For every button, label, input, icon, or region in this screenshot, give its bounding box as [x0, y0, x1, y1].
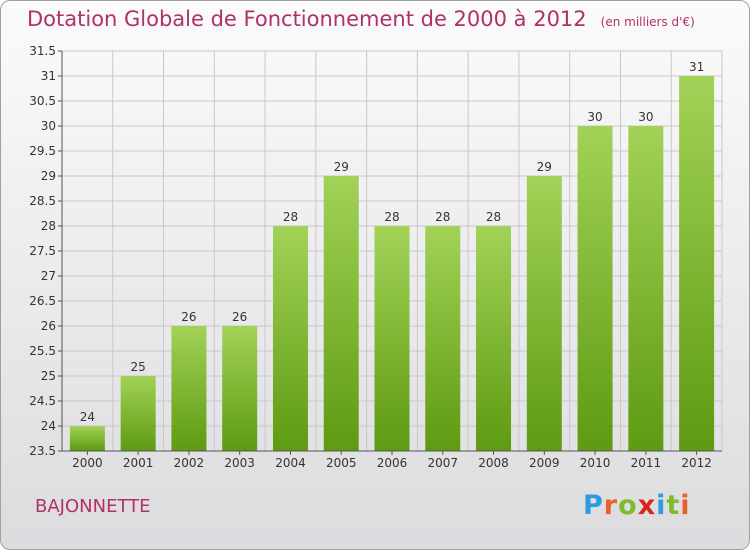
bar-2006	[374, 226, 410, 451]
chart-title: Dotation Globale de Fonctionnement de 20…	[27, 7, 695, 31]
logo-letter: r	[603, 490, 619, 521]
logo-letter: t	[666, 490, 681, 521]
y-tick-label: 24.5	[29, 394, 56, 408]
x-tick-label: 2007	[427, 456, 458, 470]
bar-2003	[222, 326, 258, 451]
y-tick-label: 28.5	[29, 194, 56, 208]
data-label: 30	[587, 110, 602, 124]
data-label: 26	[232, 310, 247, 324]
x-tick-label: 2003	[224, 456, 255, 470]
y-tick-label: 30.5	[29, 94, 56, 108]
data-label: 28	[283, 210, 298, 224]
bar-2010	[577, 126, 613, 451]
bar-2002	[171, 326, 207, 451]
x-tick-label: 2005	[326, 456, 357, 470]
x-tick-label: 2000	[72, 456, 103, 470]
unit-note: (en milliers d'€)	[600, 15, 695, 29]
y-tick-label: 27	[41, 269, 56, 283]
data-label: 29	[334, 160, 349, 174]
y-tick-label: 28	[41, 219, 56, 233]
x-tick-label: 2006	[377, 456, 408, 470]
data-label: 28	[486, 210, 501, 224]
commune-name: BAJONNETTE	[35, 496, 151, 517]
y-tick-label: 25	[41, 369, 56, 383]
data-label: 25	[131, 360, 146, 374]
bar-2005	[323, 176, 359, 451]
y-tick-label: 29.5	[29, 144, 56, 158]
y-tick-label: 27.5	[29, 244, 56, 258]
y-tick-label: 24	[41, 419, 56, 433]
y-tick-label: 23.5	[29, 444, 56, 458]
bar-2008	[476, 226, 512, 451]
data-label: 30	[638, 110, 653, 124]
data-label: 24	[80, 410, 95, 424]
x-tick-label: 2002	[174, 456, 205, 470]
y-tick-label: 26.5	[29, 294, 56, 308]
x-tick-label: 2010	[580, 456, 611, 470]
bar-2004	[272, 226, 308, 451]
bar-2000	[69, 426, 105, 451]
y-tick-label: 31	[41, 69, 56, 83]
logo-letter: i	[656, 490, 667, 521]
logo-letter: P	[583, 490, 604, 521]
title-text: Dotation Globale de Fonctionnement de 20…	[27, 7, 587, 31]
bar-2001	[120, 376, 156, 451]
data-label: 28	[384, 210, 399, 224]
bars	[69, 76, 715, 451]
bar-2011	[628, 126, 664, 451]
y-tick-label: 30	[41, 119, 56, 133]
proxiti-logo: Proxiti	[583, 490, 691, 521]
x-tick-label: 2004	[275, 456, 306, 470]
data-label: 31	[689, 60, 704, 74]
bar-2007	[425, 226, 461, 451]
data-label: 29	[537, 160, 552, 174]
y-tick-label: 25.5	[29, 344, 56, 358]
axes: 23.5 24 24.5 25 25.5 26 26.5 27 27.5 28 28.5 29 29.5…	[29, 44, 722, 470]
logo-letter: o	[618, 490, 638, 521]
y-tick-label: 26	[41, 319, 56, 333]
x-tick-label: 2008	[478, 456, 509, 470]
x-tick-label: 2012	[681, 456, 712, 470]
data-label: 26	[181, 310, 196, 324]
x-tick-label: 2001	[123, 456, 154, 470]
y-tick-label: 29	[41, 169, 56, 183]
logo-letter: i	[680, 490, 691, 521]
logo-letter: x	[637, 490, 657, 521]
bar-2009	[526, 176, 562, 451]
y-tick-label: 31.5	[29, 44, 56, 58]
bar-2012	[679, 76, 715, 451]
x-tick-label: 2011	[631, 456, 662, 470]
data-label: 28	[435, 210, 450, 224]
x-tick-label: 2009	[529, 456, 560, 470]
data-labels: 24 25 26 26 28 29 28 28 28 29 30 30 31	[80, 60, 705, 424]
